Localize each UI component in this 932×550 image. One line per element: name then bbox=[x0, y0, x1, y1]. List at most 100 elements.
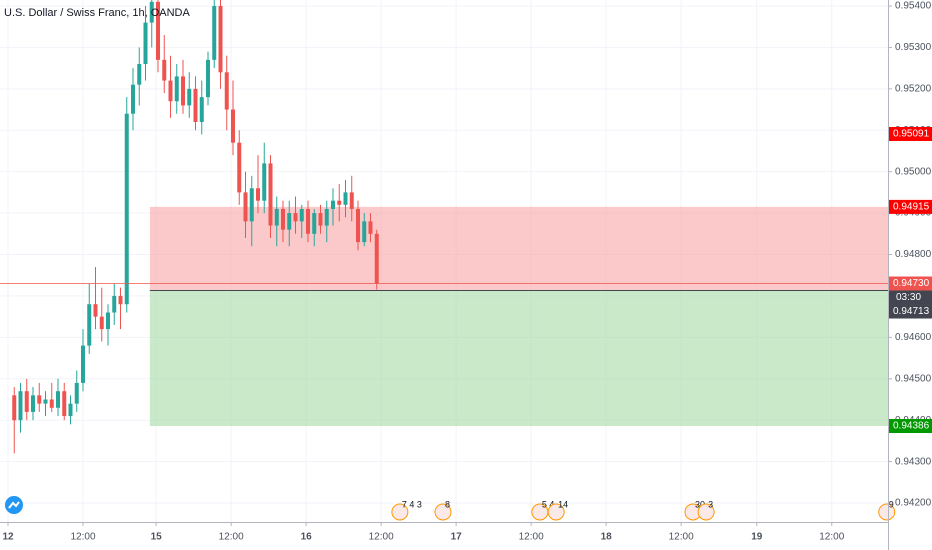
target-zone bbox=[149, 290, 888, 426]
y-tick-label: 0.94500 bbox=[895, 373, 932, 384]
candle-body bbox=[287, 213, 292, 230]
candle-body bbox=[356, 208, 360, 243]
candle-body bbox=[49, 399, 54, 408]
candle-body bbox=[137, 63, 142, 85]
candle-body bbox=[131, 84, 135, 114]
x-tick-label: 12:00 bbox=[369, 532, 394, 543]
y-tick-label: 0.95400 bbox=[895, 1, 932, 12]
candle-body bbox=[337, 200, 342, 205]
x-tick-label: 12:00 bbox=[519, 532, 544, 543]
candle-body bbox=[237, 142, 242, 193]
event-icon[interactable] bbox=[697, 503, 715, 521]
price-label-box bbox=[889, 418, 932, 433]
price-label: 0.94915 bbox=[893, 202, 930, 213]
x-tick-label: 12 bbox=[2, 532, 14, 543]
candle-body bbox=[199, 97, 204, 122]
y-tick-label: 0.94300 bbox=[895, 456, 932, 467]
x-tick-label: 18 bbox=[601, 532, 613, 543]
logo-icon bbox=[8, 501, 20, 509]
stop-zone bbox=[149, 206, 888, 291]
candle-body bbox=[31, 395, 35, 412]
candle-body bbox=[224, 72, 229, 110]
y-tick-label: 0.94800 bbox=[895, 249, 932, 260]
candle-body bbox=[168, 80, 173, 102]
x-tick-label: 19 bbox=[751, 532, 763, 543]
candle-body bbox=[56, 391, 60, 408]
price-label: 0.94713 bbox=[893, 306, 930, 317]
event-icon[interactable] bbox=[391, 503, 409, 521]
candle-body bbox=[374, 233, 379, 284]
event-label: 30 bbox=[695, 499, 705, 509]
x-tick-label: 16 bbox=[301, 532, 313, 543]
candle-body bbox=[206, 59, 210, 98]
candle-body bbox=[143, 22, 148, 64]
candle-body bbox=[74, 382, 79, 404]
candle-body bbox=[324, 208, 329, 226]
candle-body bbox=[68, 403, 73, 417]
candle-body bbox=[149, 1, 154, 23]
event-label: 7 4 3 bbox=[402, 499, 422, 509]
event-icon[interactable] bbox=[434, 503, 452, 521]
candle-body bbox=[349, 192, 354, 209]
candle-body bbox=[256, 188, 260, 201]
candle-body bbox=[124, 113, 129, 305]
candle-body bbox=[181, 76, 185, 106]
candle-body bbox=[162, 59, 167, 81]
candle-body bbox=[112, 295, 117, 313]
candle-body bbox=[368, 221, 373, 234]
candle-body bbox=[262, 163, 267, 201]
price-label-box bbox=[889, 126, 932, 141]
candle-body bbox=[24, 391, 29, 412]
candle-body bbox=[218, 6, 223, 73]
event-label: 8 bbox=[445, 499, 450, 509]
x-tick-label: 12:00 bbox=[219, 532, 244, 543]
candle-body bbox=[231, 109, 235, 143]
candle-body bbox=[12, 395, 17, 421]
price-label-box bbox=[889, 276, 932, 291]
y-tick-label: 0.95300 bbox=[895, 42, 932, 53]
chart-title: U.S. Dollar / Swiss Franc, 1h, OANDA bbox=[4, 7, 190, 19]
candle-body bbox=[87, 304, 92, 346]
candle-body bbox=[274, 208, 279, 226]
y-tick-label: 0.95200 bbox=[895, 83, 932, 94]
x-tick-label: 12:00 bbox=[70, 532, 95, 543]
x-tick-label: 15 bbox=[151, 532, 163, 543]
candle-body bbox=[331, 200, 335, 209]
candle-body bbox=[243, 192, 248, 222]
candle-body bbox=[318, 213, 323, 226]
candle-body bbox=[106, 312, 110, 330]
candle-body bbox=[268, 163, 273, 226]
candle-body bbox=[193, 88, 198, 122]
y-tick-label: 0.94200 bbox=[895, 498, 932, 509]
y-tick-label: 0.94600 bbox=[895, 332, 932, 343]
price-label: 0.94386 bbox=[893, 421, 930, 432]
y-tick-label: 0.95000 bbox=[895, 166, 932, 177]
candle-body bbox=[249, 188, 254, 222]
candle-body bbox=[312, 213, 317, 234]
price-label-box bbox=[889, 304, 932, 319]
event-label: 9 bbox=[889, 499, 894, 509]
candle-body bbox=[281, 208, 285, 230]
candle-body bbox=[306, 208, 310, 234]
candle-body bbox=[174, 76, 179, 102]
candle-body bbox=[81, 345, 85, 383]
candle-body bbox=[37, 395, 42, 404]
x-tick-label: 12:00 bbox=[669, 532, 694, 543]
candle-body bbox=[93, 304, 98, 317]
logo[interactable] bbox=[5, 496, 23, 514]
countdown-box bbox=[889, 290, 932, 305]
candle-body bbox=[43, 399, 48, 404]
price-label: 0.94730 bbox=[893, 278, 930, 289]
candle-body bbox=[187, 88, 192, 106]
x-tick-label: 17 bbox=[451, 532, 463, 543]
event-label: 3 bbox=[708, 499, 713, 509]
event-icon[interactable] bbox=[878, 503, 896, 521]
event-label: 14 bbox=[558, 499, 568, 509]
candle-body bbox=[156, 1, 160, 60]
candle-body bbox=[299, 208, 304, 222]
event-icon[interactable] bbox=[547, 503, 565, 521]
candle-body bbox=[293, 213, 298, 222]
x-tick-label: 12:00 bbox=[819, 532, 844, 543]
candle-body bbox=[212, 6, 217, 60]
